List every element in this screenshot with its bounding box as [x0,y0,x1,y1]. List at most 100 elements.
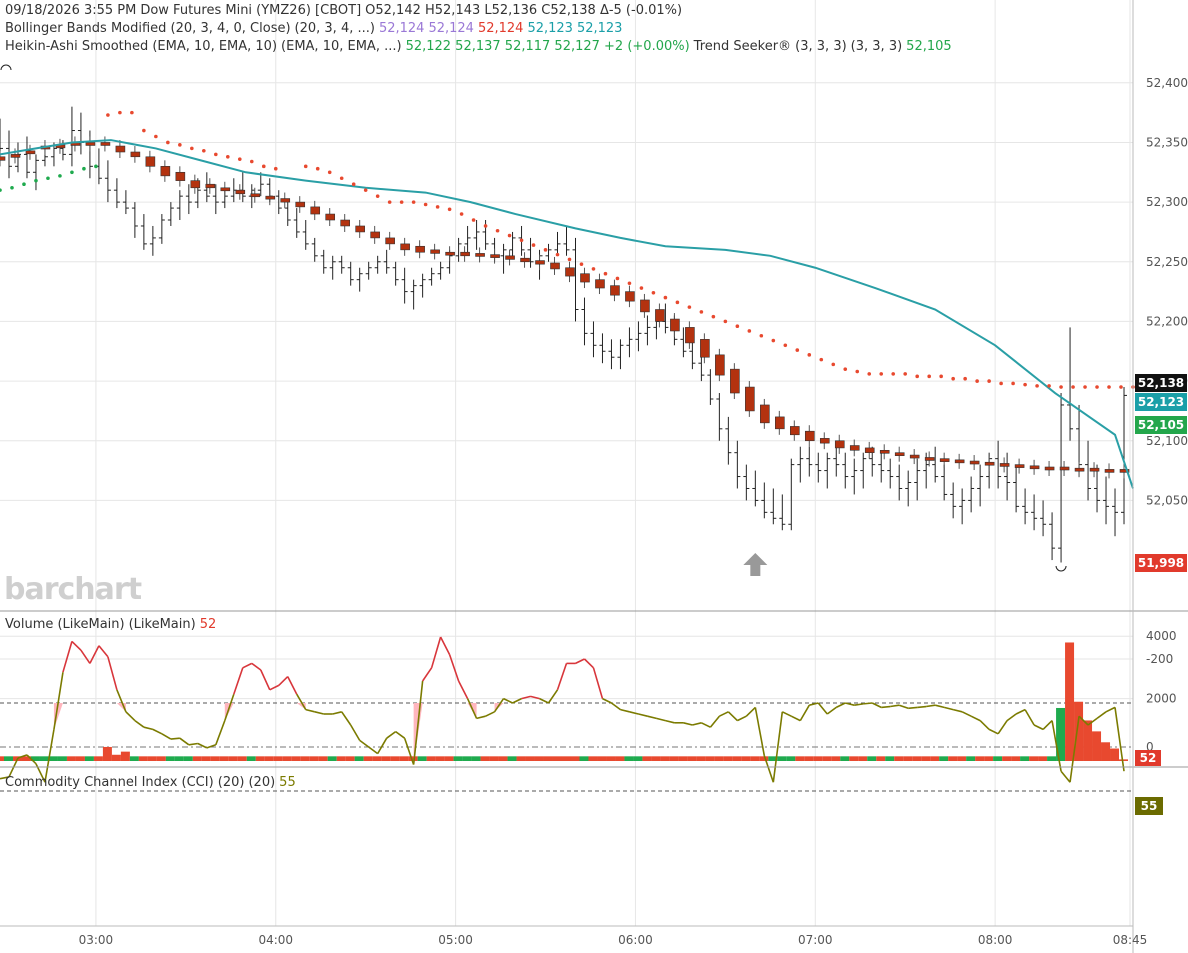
volume-bar [822,756,832,761]
sar-dot [687,305,692,309]
volume-bar [507,756,517,761]
volume-bar [363,756,373,761]
sar-dot [483,224,488,228]
sar-dot [142,128,146,133]
volume-bar [813,756,823,761]
sar-dot [1095,385,1099,389]
cci-tick-label: 0 [1146,740,1154,754]
sar-dot [987,379,991,383]
sar-dot [1071,385,1075,389]
sar-dot [0,188,2,192]
volume-bar [120,751,130,761]
sar-dot [819,357,824,362]
cci-line [260,669,271,691]
cci-line [727,711,738,722]
high-marker-icon [0,64,12,71]
cci-line [188,742,198,746]
sar-dot [34,178,38,183]
buy-signal-arrow-icon [743,553,768,576]
volume-name: Volume (LikeMain) [5,617,125,632]
cci-line [1114,707,1125,772]
volume-bar [111,754,121,761]
bb-v3: 52,124 [477,21,524,36]
time-tick-label: 04:00 [258,933,293,947]
sar-dot [225,154,230,159]
ha-candle [1074,467,1085,472]
sar-dot [1035,384,1039,388]
sar-dot [46,176,50,181]
sar-dot [411,200,416,204]
header-date: 09/18/2026 [5,3,80,18]
ha-candle [85,142,96,146]
volume-bar [939,756,949,761]
cci-line [107,656,118,691]
cci-line [781,711,792,717]
cci-pane[interactable] [0,636,1125,783]
cci-line [421,667,433,682]
cci-line [763,755,775,783]
sar-dot [387,200,392,204]
cci-line [863,702,873,705]
ha-candle [10,154,21,158]
volume-bar [858,756,868,761]
cci-line [556,663,568,691]
volume-bar [102,746,112,761]
ha-candle [400,243,410,251]
volume-bar [759,756,769,761]
trend-seeker-params: (3, 3, 3) [850,39,903,54]
volume-bar [804,756,814,761]
ha-candle [655,309,665,322]
sar-dot [178,143,182,147]
low-price-label: 51,998 [1135,554,1187,572]
cci-line [341,711,352,726]
volume-bar [597,756,607,761]
volume-bar [543,756,553,761]
cci-line [817,702,828,715]
cci-line [359,739,370,748]
bb-v4: 52,123 [527,21,573,36]
barchart-watermark: barchart [4,572,142,607]
ha-legend[interactable]: Heikin-Ashi Smoothed (EMA, 10, EMA, 10)(… [5,38,956,56]
cci-line [493,698,505,713]
cci-line [1033,724,1044,731]
ha-candle [325,213,336,221]
volume-bar [1065,642,1075,761]
cci-line [439,636,451,655]
cci-legend[interactable]: Commodity Channel Index (CCI) (20) (20) 55 [5,774,300,792]
sar-dot [663,295,668,300]
volume-bar [1038,756,1048,761]
sar-dot [831,362,836,367]
bb-legend[interactable]: Bollinger Bands Modified (20, 3, 4, 0, C… [5,20,626,38]
volume-bar [165,756,175,761]
volume-bar [588,756,598,761]
sar-dot [303,164,308,169]
ha-candle [205,183,216,189]
volume-bar [714,756,724,761]
volume-params: (LikeMain) [128,617,196,632]
volume-pane[interactable] [0,642,1129,761]
time-tick-label: 07:00 [798,933,833,947]
cci-line [412,680,424,765]
cci-line [376,737,388,755]
cci-line [1006,713,1017,722]
ha-candle [894,452,905,456]
trend-seeker-value: 52,105 [906,39,952,54]
sar-dot [855,369,860,374]
volume-legend[interactable]: Volume (LikeMain) (LikeMain) 52 [5,616,220,634]
cci-line [629,711,639,715]
cci-line [503,697,513,704]
ha-candle [430,249,440,254]
volume-bar [948,756,958,761]
cci-line [26,754,37,765]
price-pane[interactable] [0,64,1135,576]
bb-v2: 52,124 [428,21,474,36]
volume-bar [1029,756,1039,761]
cci-line [1069,716,1080,783]
volume-bar [174,756,184,761]
sar-dot [249,159,254,164]
cci-line [512,697,522,704]
price-tick-label: 52,200 [1146,314,1188,328]
volume-bar [453,756,463,761]
cci-line [269,684,280,691]
